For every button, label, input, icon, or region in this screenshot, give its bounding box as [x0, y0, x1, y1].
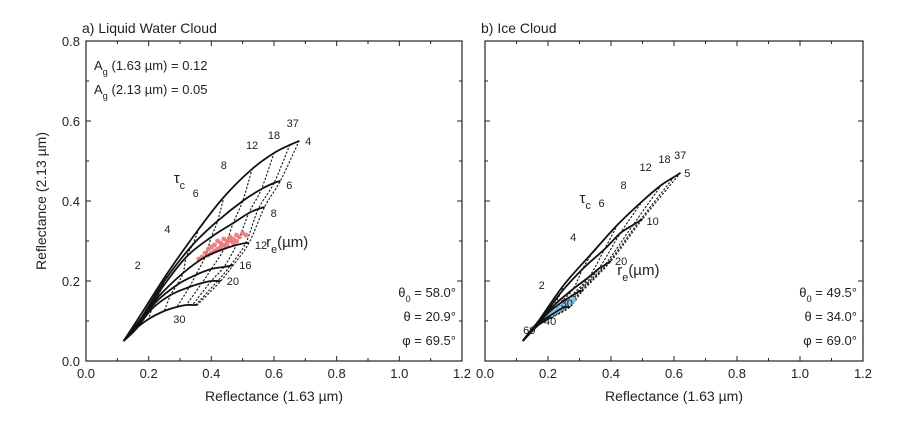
x-tick-label: 1.2	[854, 366, 872, 381]
tau-isoline	[550, 176, 675, 319]
tau-label: 18	[268, 130, 280, 142]
re-curve-label: 30	[173, 314, 185, 326]
scatter-point	[237, 234, 242, 240]
x-tick-label: 0.6	[265, 366, 283, 381]
tau-label: 6	[193, 188, 199, 200]
panel-liquid: 0.0 0.2 0.4 0.6 0.8 1.0 1.20.00.20.40.60.8a) L…	[33, 20, 471, 404]
x-tick-label: 1.2	[453, 366, 471, 381]
tau-label: 4	[164, 224, 170, 236]
albedo-annotation: Ag (1.63 µm) = 0.12	[94, 58, 208, 77]
angle-annotation: θ = 34.0°	[804, 309, 857, 324]
re-symbol: re(µm)	[617, 262, 659, 284]
re-curve-40	[522, 305, 570, 342]
x-tick-label: 0.8	[328, 366, 346, 381]
re-curve-60	[522, 316, 553, 342]
y-tick-label: 0.0	[62, 354, 80, 369]
scatter-point	[221, 242, 227, 248]
re-curve-label: 60	[523, 325, 535, 337]
re-curve-label: 20	[227, 276, 239, 288]
tau-symbol: τc	[580, 190, 592, 212]
tau-symbol: τc	[174, 170, 186, 192]
angle-annotation: θ0 = 58.0°	[398, 285, 456, 304]
re-curve-label: 5	[684, 168, 690, 180]
x-tick-label: 0.4	[602, 366, 620, 381]
panel-title: a) Liquid Water Cloud	[82, 20, 217, 36]
x-tick-label: 0.0	[476, 366, 494, 381]
panel-ice: 0.0 0.2 0.4 0.6 0.8 1.0 1.2 b) Ice Cloud Reflect…	[476, 20, 872, 404]
re-curve-20	[122, 279, 221, 342]
re-curve-12	[122, 241, 249, 342]
tau-label: 37	[674, 150, 686, 162]
x-tick-label: 0.6	[665, 366, 683, 381]
scatter-point	[227, 238, 233, 244]
re-curve-label: 20	[615, 256, 627, 268]
y-axis-label: Reflectance (2.13 µm)	[33, 132, 49, 270]
y-tick-label: 0.8	[62, 34, 80, 49]
tau-label: 4	[570, 232, 576, 244]
re-curve-30	[122, 303, 198, 342]
angle-annotation: φ = 69.0°	[803, 333, 857, 348]
panel-title: b) Ice Cloud	[481, 20, 556, 36]
x-tick-label: 1.0	[390, 366, 408, 381]
tau-label: 12	[246, 140, 258, 152]
tau-label: 6	[598, 198, 604, 210]
tau-label: 2	[539, 280, 545, 292]
scatter-point	[234, 238, 239, 244]
angle-annotation: φ = 69.5°	[402, 333, 456, 348]
albedo-annotation: Ag (2.13 µm) = 0.05	[94, 82, 208, 101]
tau-label: 2	[135, 260, 141, 272]
tau-label: 8	[621, 180, 627, 192]
y-tick-label: 0.6	[62, 114, 80, 129]
x-axis-label: Reflectance (1.63 µm)	[605, 388, 743, 404]
re-curve-label: 6	[286, 180, 292, 192]
re-curve-6	[122, 180, 281, 342]
y-tick-label: 0.4	[62, 194, 80, 209]
re-curve-4	[122, 140, 300, 342]
angle-annotation: θ = 20.9°	[403, 309, 456, 324]
tau-label: 8	[221, 160, 227, 172]
tau-isoline	[550, 172, 681, 319]
scatter-point	[243, 232, 249, 238]
re-curve-label: 12	[255, 240, 267, 252]
y-tick-label: 0.2	[62, 274, 80, 289]
x-tick-label: 0.0	[77, 366, 95, 381]
angle-annotation: θ0 = 49.5°	[799, 285, 857, 304]
x-tick-label: 0.2	[539, 366, 557, 381]
x-axis-label: Reflectance (1.63 µm)	[205, 388, 343, 404]
scatter-point	[570, 298, 576, 304]
re-curve-label: 8	[271, 208, 277, 220]
tau-label: 18	[658, 154, 670, 166]
re-curve-20	[522, 260, 612, 342]
re-curve-16	[122, 264, 234, 342]
re-curve-label: 16	[239, 260, 251, 272]
x-tick-label: 0.8	[728, 366, 746, 381]
re-curve-label: 10	[647, 216, 659, 228]
re-symbol: re(µm)	[266, 234, 308, 256]
tau-label: 37	[287, 118, 299, 130]
re-curve-5	[522, 172, 681, 342]
scatter-point	[212, 242, 217, 248]
x-tick-label: 1.0	[791, 366, 809, 381]
tau-label: 12	[640, 162, 652, 174]
re-curve-label: 4	[305, 136, 311, 148]
x-tick-label: 0.4	[202, 366, 220, 381]
x-tick-label: 0.2	[140, 366, 158, 381]
